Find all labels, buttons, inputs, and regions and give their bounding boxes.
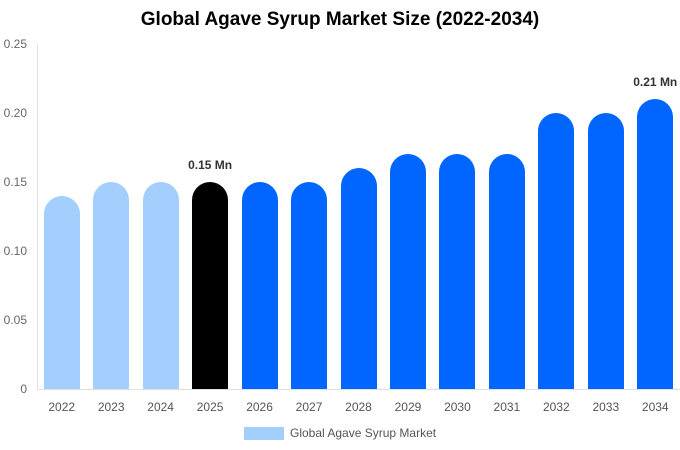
y-tick-label: 0.25	[3, 37, 27, 51]
bar-2024[interactable]	[142, 182, 179, 389]
bar-2025[interactable]	[192, 182, 229, 389]
x-tick-label: 2028	[345, 400, 372, 414]
bar-2032[interactable]	[538, 113, 575, 389]
y-tick-label: 0.15	[3, 175, 27, 189]
chart-title: Global Agave Syrup Market Size (2022-203…	[140, 9, 540, 30]
x-tick-label: 2030	[444, 400, 471, 414]
y-tick-label: 0.05	[3, 313, 27, 327]
x-tick-label: 2029	[394, 400, 422, 414]
bar-2028[interactable]	[340, 168, 377, 389]
x-axis-line	[37, 389, 680, 390]
x-tick-label: 2024	[147, 400, 174, 414]
x-tick-label: 2032	[542, 400, 570, 414]
x-tick-label: 2023	[97, 400, 125, 414]
data-label: 0.15 Mn	[188, 158, 233, 172]
x-tick-label: 2031	[493, 400, 521, 414]
bar-2029[interactable]	[389, 154, 426, 389]
data-label: 0.21 Mn	[633, 75, 678, 90]
bar-2033[interactable]	[587, 113, 624, 389]
bar-2030[interactable]	[439, 154, 476, 389]
x-tick-label: 2027	[295, 400, 323, 414]
x-tick-label: 2034	[641, 400, 669, 414]
y-axis-line	[37, 44, 38, 389]
y-tick-label: 0.10	[3, 244, 27, 258]
bar-2026[interactable]	[241, 182, 278, 389]
x-tick-label: 2026	[246, 400, 273, 414]
bar-2031[interactable]	[488, 154, 525, 389]
legend-label: Global Agave Syrup Market	[290, 426, 437, 440]
legend[interactable]: Global Agave Syrup Market	[244, 426, 436, 440]
legend-swatch	[244, 426, 284, 440]
x-tick-label: 2022	[48, 400, 76, 414]
x-tick-label: 2033	[592, 400, 620, 414]
x-tick-label: 2025	[196, 400, 224, 414]
bar-2027[interactable]	[291, 182, 328, 389]
bar-2022[interactable]	[43, 195, 80, 389]
bar-2034[interactable]	[637, 99, 674, 389]
bar-2023[interactable]	[93, 182, 130, 389]
y-tick-label: 0.20	[3, 106, 27, 120]
y-tick-label: 0	[20, 382, 27, 396]
